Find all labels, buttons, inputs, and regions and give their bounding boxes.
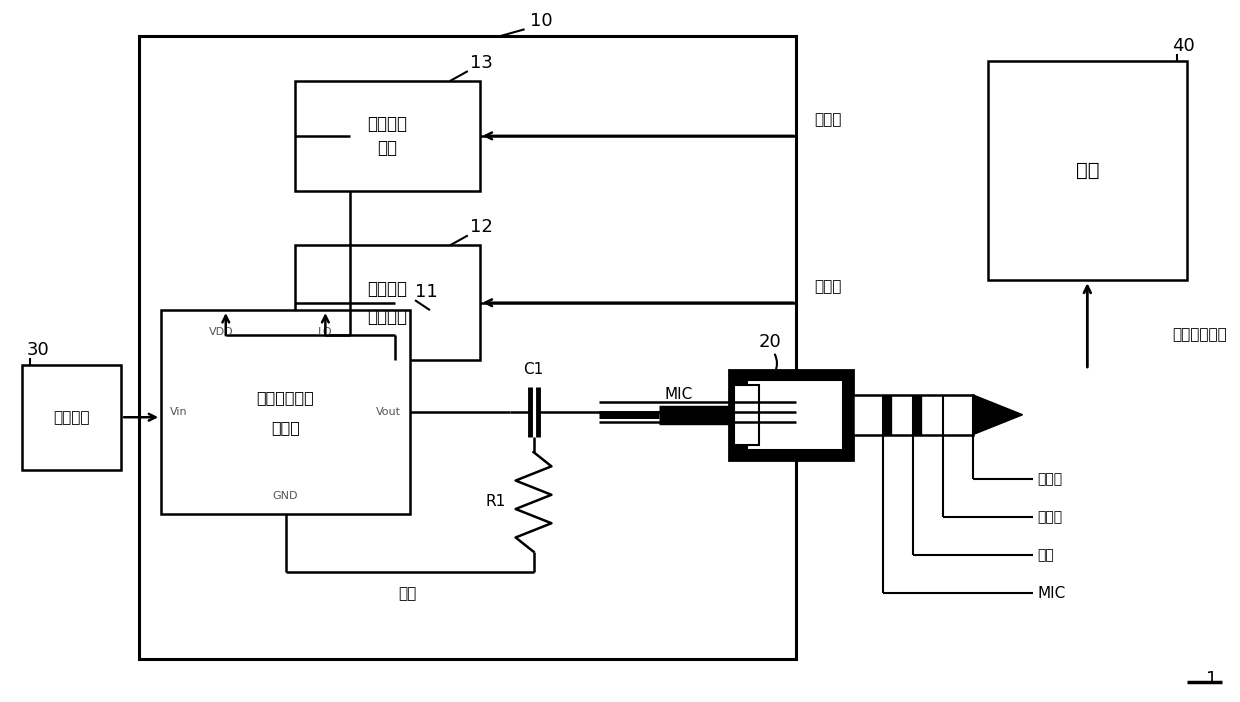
- Text: 20: 20: [759, 333, 781, 351]
- Text: 11: 11: [415, 283, 438, 301]
- Text: 能量获取: 能量获取: [367, 115, 408, 133]
- Text: GND: GND: [273, 491, 299, 501]
- Text: 10: 10: [529, 13, 552, 30]
- Text: 右声道: 右声道: [1038, 510, 1063, 524]
- Text: 左声道: 左声道: [815, 112, 842, 128]
- Text: 终端: 终端: [1075, 161, 1099, 180]
- Text: 12: 12: [470, 218, 492, 237]
- Polygon shape: [973, 395, 1023, 435]
- Bar: [734, 385, 759, 444]
- Text: R1: R1: [485, 494, 506, 510]
- Text: VDD: VDD: [208, 327, 233, 337]
- Bar: [295, 81, 480, 191]
- Text: 可变增益混频: 可变增益混频: [257, 390, 315, 405]
- Text: 右声道: 右声道: [815, 279, 842, 294]
- Text: 40: 40: [1172, 37, 1195, 55]
- Text: MIC: MIC: [665, 387, 693, 402]
- Text: 本振信号: 本振信号: [367, 280, 408, 298]
- Text: Vin: Vin: [170, 407, 187, 417]
- Bar: [295, 246, 480, 360]
- Text: 共地: 共地: [398, 586, 417, 601]
- Bar: [21, 365, 122, 470]
- Bar: [729, 370, 853, 460]
- Text: 13: 13: [470, 54, 492, 72]
- Text: 生物电极: 生物电极: [53, 410, 89, 425]
- Text: Vout: Vout: [376, 407, 401, 417]
- Bar: [161, 310, 410, 515]
- Text: 1: 1: [1207, 670, 1218, 688]
- Bar: [139, 37, 796, 658]
- Bar: [853, 395, 973, 435]
- Text: 30: 30: [26, 341, 50, 359]
- Text: 产生电路: 产生电路: [367, 307, 408, 326]
- Text: 单元: 单元: [378, 139, 398, 157]
- Text: LO: LO: [317, 327, 332, 337]
- Bar: [988, 61, 1187, 280]
- Text: C1: C1: [523, 362, 543, 377]
- Bar: [746, 380, 843, 449]
- Text: 放大器: 放大器: [272, 420, 300, 435]
- Text: 共地: 共地: [1038, 548, 1054, 562]
- Text: 左声道: 左声道: [1038, 472, 1063, 486]
- Text: 接入耳机插孔: 接入耳机插孔: [1172, 328, 1226, 343]
- Text: MIC: MIC: [1038, 585, 1066, 600]
